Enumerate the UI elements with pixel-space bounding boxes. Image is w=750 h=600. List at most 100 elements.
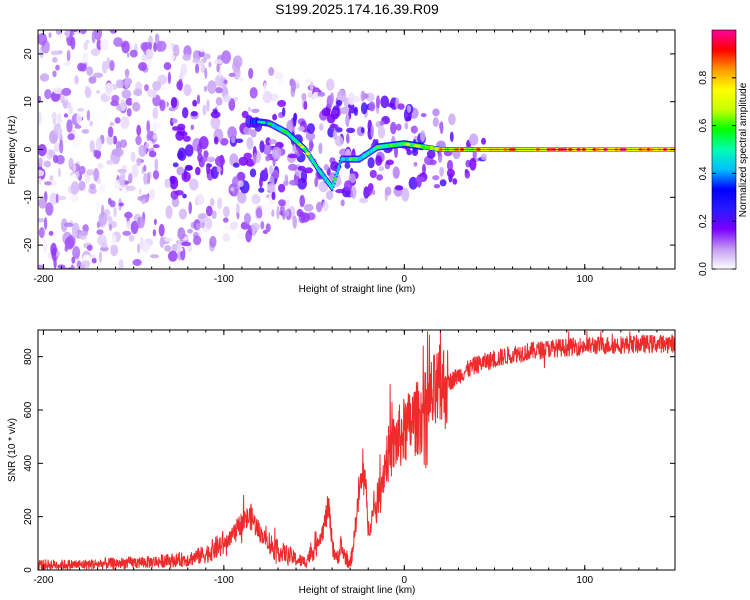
noise-blob bbox=[55, 193, 59, 204]
chart-title: S199.2025.174.16.39.R09 bbox=[275, 1, 439, 17]
noise-blob bbox=[230, 135, 236, 144]
noise-blob bbox=[448, 113, 456, 126]
noise-blob bbox=[124, 68, 130, 78]
colorbar: 0.0 0.2 0.4 0.6 0.8 Normalized spectral ampl… bbox=[698, 29, 749, 276]
noise-blob bbox=[216, 63, 220, 73]
noise-blob bbox=[379, 120, 385, 126]
noise-blob bbox=[93, 112, 102, 126]
noise-blob bbox=[152, 144, 160, 149]
noise-blob bbox=[468, 133, 479, 146]
noise-blob bbox=[70, 265, 75, 269]
noise-blob bbox=[439, 166, 444, 177]
noise-blob bbox=[304, 167, 313, 174]
noise-blob bbox=[164, 178, 171, 188]
noise-blob bbox=[69, 195, 79, 202]
ridge-segment bbox=[331, 185, 334, 190]
noise-blob bbox=[323, 164, 329, 171]
noise-blob bbox=[146, 59, 152, 66]
noise-blob bbox=[262, 143, 272, 155]
noise-blob bbox=[108, 223, 113, 231]
spectrogram-ytick-label: -10 bbox=[23, 190, 34, 205]
noise-blob bbox=[43, 217, 48, 230]
noise-blob bbox=[197, 153, 204, 163]
noise-blob bbox=[230, 186, 235, 192]
noise-blob bbox=[264, 202, 273, 216]
noise-blob bbox=[56, 113, 62, 127]
noise-blob bbox=[177, 239, 181, 253]
noise-blob bbox=[106, 159, 114, 165]
noise-blob bbox=[71, 256, 75, 264]
noise-blob bbox=[272, 169, 280, 179]
noise-blob bbox=[223, 217, 229, 223]
noise-blob bbox=[449, 131, 454, 142]
noise-blob bbox=[301, 93, 307, 100]
noise-blob bbox=[126, 108, 132, 117]
noise-blob bbox=[72, 164, 77, 172]
noise-blob bbox=[93, 72, 104, 78]
noise-blob bbox=[38, 264, 45, 269]
noise-blob bbox=[119, 139, 128, 149]
noise-blob bbox=[67, 133, 75, 141]
noise-blob bbox=[321, 107, 331, 117]
noise-blob bbox=[143, 183, 153, 190]
noise-blob bbox=[100, 38, 109, 51]
noise-blob bbox=[156, 40, 167, 52]
noise-blob bbox=[288, 163, 298, 171]
noise-blob bbox=[43, 160, 52, 168]
noise-blob bbox=[318, 142, 323, 154]
noise-blob bbox=[159, 236, 165, 248]
noise-blob bbox=[303, 100, 308, 110]
noise-blob bbox=[89, 140, 95, 153]
noise-blob bbox=[64, 94, 69, 101]
noise-blob bbox=[245, 158, 255, 167]
noise-blob bbox=[210, 111, 221, 119]
noise-blob bbox=[137, 216, 145, 229]
snr-plot-area bbox=[38, 330, 675, 570]
noise-blob bbox=[432, 108, 440, 117]
noise-blob bbox=[339, 107, 350, 115]
noise-blob bbox=[305, 131, 316, 141]
spectrogram-ytick-label: 10 bbox=[23, 96, 34, 108]
noise-blob bbox=[125, 97, 133, 106]
noise-blob bbox=[282, 212, 286, 220]
ridge-segment bbox=[335, 172, 338, 176]
noise-blob bbox=[68, 105, 73, 115]
noise-blob bbox=[86, 169, 95, 176]
noise-blob bbox=[292, 215, 298, 229]
noise-blob bbox=[114, 117, 121, 124]
noise-blob bbox=[345, 113, 350, 128]
noise-blob bbox=[168, 54, 176, 61]
noise-blob bbox=[146, 120, 151, 133]
noise-blob bbox=[283, 180, 289, 186]
noise-blob bbox=[267, 183, 274, 192]
noise-blob bbox=[187, 228, 193, 234]
noise-blob bbox=[411, 147, 419, 157]
noise-blob bbox=[57, 126, 62, 140]
noise-blob bbox=[74, 124, 82, 129]
noise-blob bbox=[100, 204, 105, 218]
noise-blob bbox=[232, 176, 239, 188]
noise-blob bbox=[136, 157, 142, 167]
noise-blob bbox=[395, 123, 402, 131]
noise-blob bbox=[446, 168, 455, 178]
snr-ticks: -200 -100 0 100 0 200 400 600 800 bbox=[23, 330, 676, 586]
noise-blob bbox=[109, 122, 115, 126]
noise-blob bbox=[176, 80, 183, 91]
noise-blob bbox=[364, 186, 373, 197]
noise-blob bbox=[45, 202, 54, 216]
ridge-core-point bbox=[283, 130, 289, 134]
noise-blob bbox=[385, 159, 394, 166]
noise-blob bbox=[125, 185, 136, 191]
noise-blob bbox=[244, 212, 251, 225]
spectrogram-ytick-label: 0 bbox=[23, 146, 34, 152]
noise-blob bbox=[367, 157, 375, 169]
noise-blob bbox=[392, 166, 400, 179]
noise-blob bbox=[222, 233, 231, 242]
noise-blob bbox=[340, 199, 345, 207]
noise-blob bbox=[314, 176, 319, 188]
noise-blob bbox=[132, 101, 141, 112]
noise-blob bbox=[96, 200, 100, 213]
